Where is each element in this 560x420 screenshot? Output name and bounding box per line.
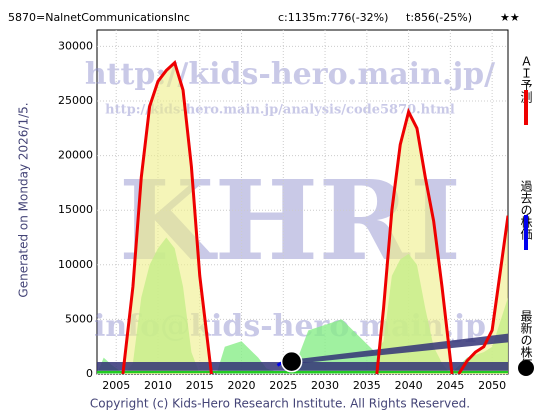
y-tick-label: 20000 bbox=[58, 149, 93, 162]
x-tick-label: 2030 bbox=[311, 379, 339, 392]
y-tick-label: 5000 bbox=[65, 312, 93, 325]
x-tick-label: 2045 bbox=[436, 379, 464, 392]
legend-label: 最新の株価 bbox=[519, 310, 533, 370]
y-tick-label: 15000 bbox=[58, 203, 93, 216]
latest-price bbox=[280, 350, 303, 373]
header-t: t:856(-25%) bbox=[406, 11, 472, 24]
header-current: c:1135 bbox=[278, 11, 316, 24]
x-tick-label: 2035 bbox=[353, 379, 381, 392]
y-tick-label: 25000 bbox=[58, 94, 93, 107]
y-tick-label: 0 bbox=[86, 367, 93, 380]
header-code: 5870=NalnetCommunicationsInc bbox=[8, 11, 190, 24]
y-tick-label: 30000 bbox=[58, 39, 93, 52]
series-line bbox=[121, 60, 508, 374]
x-tick-label: 2020 bbox=[228, 379, 256, 392]
y-tick-label: 10000 bbox=[58, 258, 93, 271]
x-tick-label: 2025 bbox=[269, 379, 297, 392]
x-tick-label: 2010 bbox=[144, 379, 172, 392]
forecast-area bbox=[122, 62, 508, 374]
watermark: http://kids-hero.main.jp/analysis/code58… bbox=[105, 103, 455, 118]
x-tick-label: 2005 bbox=[102, 379, 130, 392]
copyright: Copyright (c) Kids-Hero Research Institu… bbox=[90, 397, 470, 411]
x-tick-label: 2015 bbox=[186, 379, 214, 392]
generated: Generated on Monday 2026/1/5. bbox=[17, 102, 31, 297]
watermark: http://kids-hero.main.jp/ bbox=[85, 57, 495, 92]
range-band bbox=[97, 361, 508, 371]
legend-label: ＡＩ予測 bbox=[519, 55, 533, 104]
legend-label: 過去の株価 bbox=[519, 180, 533, 240]
header-m: m:776(-32%) bbox=[316, 11, 388, 24]
header-rating: ★★ bbox=[500, 11, 520, 24]
x-tick-label: 2040 bbox=[395, 379, 423, 392]
legend-swatch bbox=[518, 360, 534, 376]
x-tick-label: 2050 bbox=[478, 379, 506, 392]
range-band bbox=[291, 333, 508, 365]
